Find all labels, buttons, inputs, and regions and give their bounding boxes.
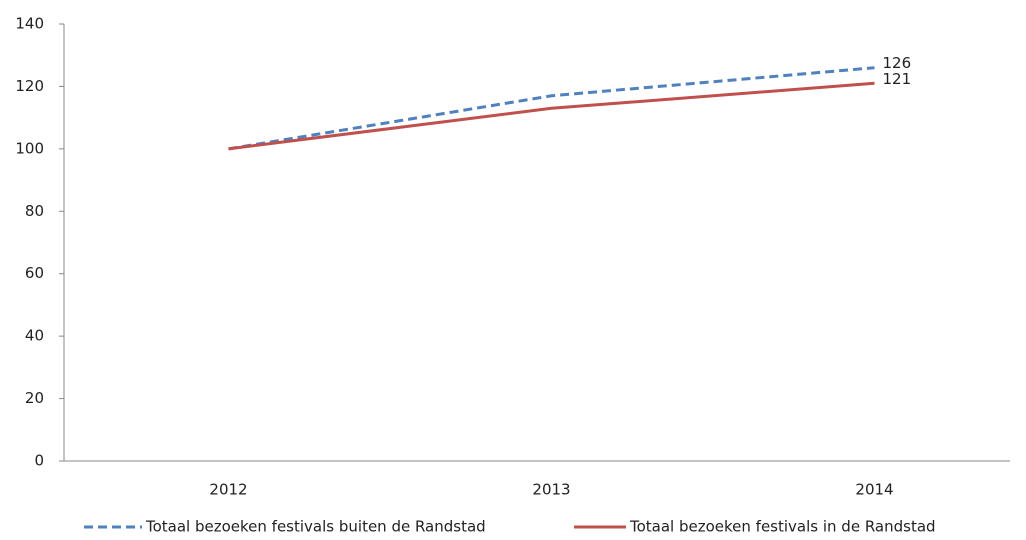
legend-label: Totaal bezoeken festivals buiten de Rand… — [145, 518, 486, 536]
y-tick-label: 40 — [25, 327, 44, 345]
series-line — [228, 66, 875, 151]
y-tick-label: 60 — [25, 264, 44, 282]
data-label: 121 — [883, 70, 912, 88]
y-tick-label: 0 — [34, 452, 44, 470]
x-tick-label: 2012 — [209, 481, 247, 499]
y-tick-label: 80 — [25, 202, 44, 220]
series-line — [228, 81, 875, 151]
y-tick-label: 20 — [25, 389, 44, 407]
x-tick-label: 2014 — [855, 481, 893, 499]
data-label: 126 — [883, 54, 912, 72]
x-tick-label: 2013 — [532, 481, 570, 499]
legend-label: Totaal bezoeken festivals in de Randstad — [629, 518, 936, 536]
y-tick-label: 120 — [15, 77, 44, 95]
y-tick-label: 140 — [15, 15, 44, 33]
y-tick-label: 100 — [15, 139, 44, 157]
